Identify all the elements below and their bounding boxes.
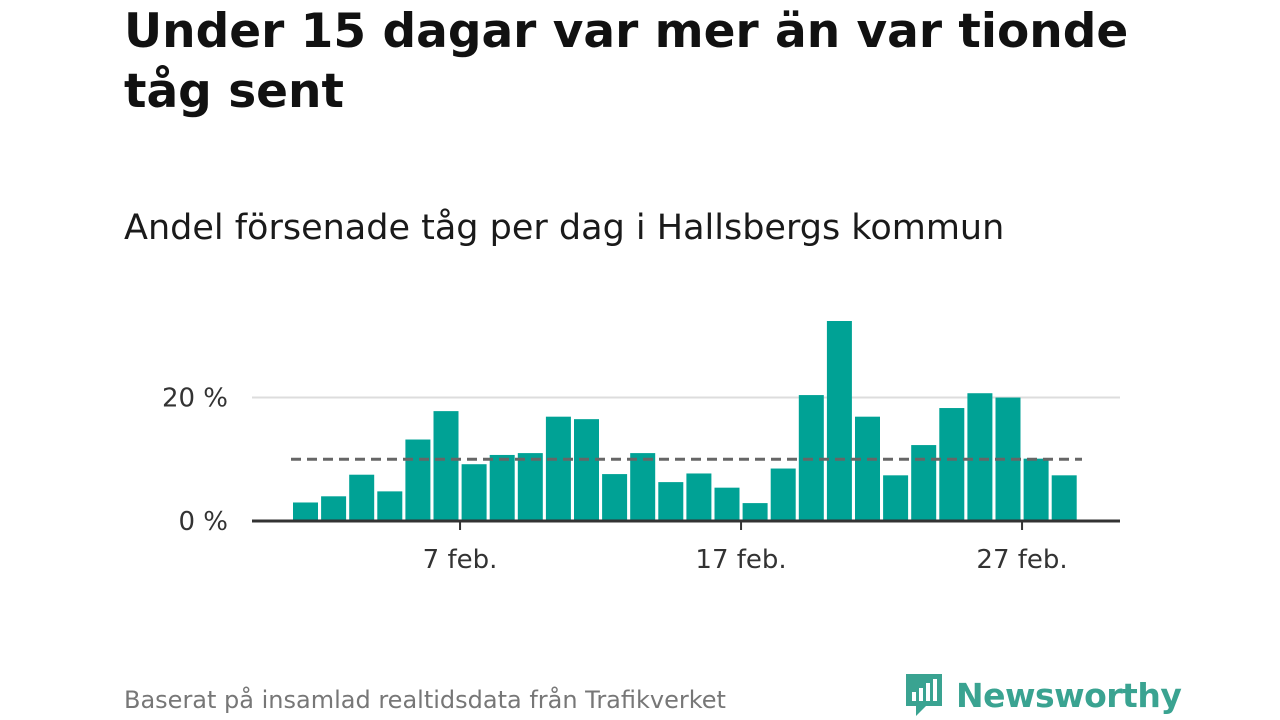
bar-chart: 0 % 20 % 7 feb. 17 feb. 27 feb.: [162, 321, 1120, 575]
bar: [461, 464, 487, 521]
bar: [742, 503, 768, 521]
bar: [293, 502, 318, 521]
y-tick-label: 20 %: [162, 384, 228, 414]
x-tick-label: 7 feb.: [423, 545, 498, 575]
bar: [855, 416, 880, 521]
bar: [1051, 475, 1077, 521]
bar: [602, 474, 628, 521]
bar: [911, 445, 937, 521]
axes: [252, 519, 1120, 530]
bar: [489, 454, 515, 521]
bar: [967, 393, 993, 521]
bar: [883, 475, 909, 521]
chart-subtitle: Andel försenade tåg per dag i Hallsbergs…: [124, 208, 1005, 248]
bar: [714, 487, 740, 521]
bar: [574, 419, 599, 521]
bar: [686, 473, 712, 521]
bars: [293, 321, 1077, 521]
x-tick-label: 27 feb.: [976, 545, 1067, 575]
bar: [349, 474, 375, 521]
bar: [433, 411, 459, 521]
bar: [377, 491, 403, 521]
bar: [826, 321, 852, 521]
brand-name: Newsworthy: [956, 675, 1182, 715]
bar: [939, 408, 965, 521]
bar: [321, 496, 347, 521]
bar: [770, 468, 796, 521]
chart-title: Under 15 dagar var mer än var tionde tåg…: [124, 4, 1129, 119]
bar: [517, 453, 543, 521]
y-tick-label: 0 %: [178, 507, 228, 537]
source-note: Baserat på insamlad realtidsdata från Tr…: [124, 686, 726, 714]
tick-labels: 0 % 20 % 7 feb. 17 feb. 27 feb.: [162, 384, 1068, 575]
bar: [405, 439, 431, 521]
bar: [545, 416, 571, 521]
bar: [658, 482, 684, 521]
x-tick-label: 17 feb.: [695, 545, 786, 575]
newsworthy-logo-icon: [906, 674, 942, 716]
bar: [1023, 458, 1049, 521]
bar: [630, 453, 656, 521]
brand-logo: Newsworthy: [902, 670, 1182, 720]
